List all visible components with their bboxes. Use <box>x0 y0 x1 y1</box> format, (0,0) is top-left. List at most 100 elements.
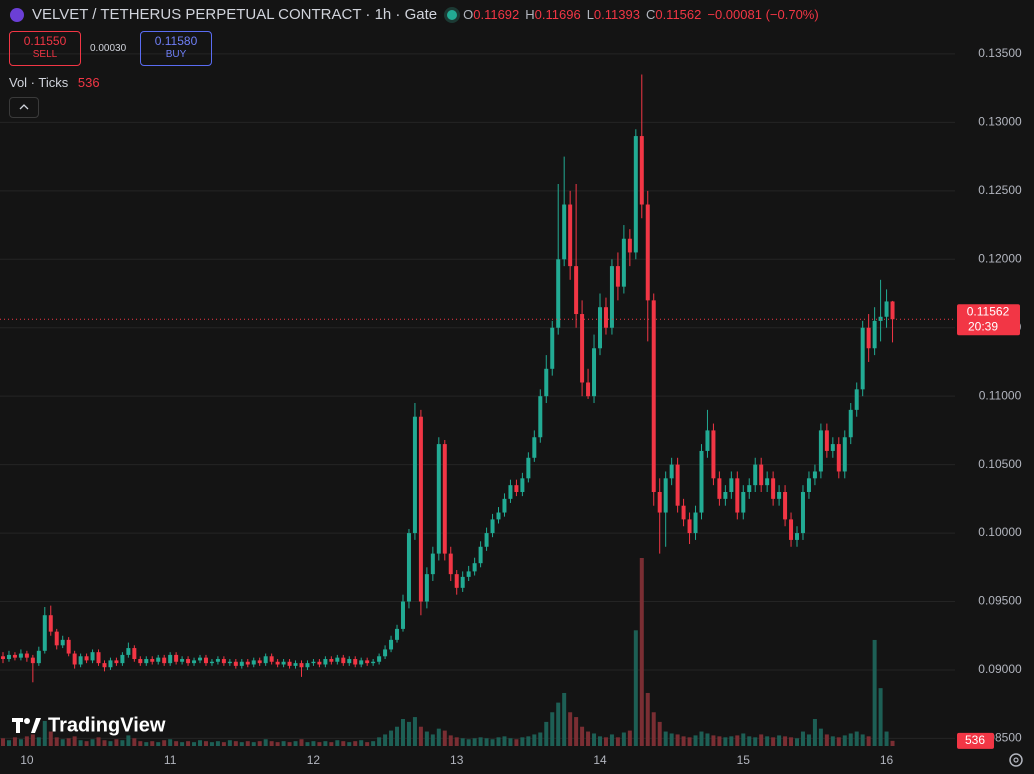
candle-body <box>96 652 101 664</box>
volume-bar <box>860 734 865 746</box>
volume-bar <box>442 730 447 746</box>
volume-bar <box>436 728 441 746</box>
gear-center[interactable] <box>1013 757 1019 763</box>
volume-bar <box>395 726 400 746</box>
watermark: TradingView <box>12 714 166 736</box>
logo-shape <box>16 718 20 733</box>
sell-button[interactable]: 0.11550 SELL <box>9 31 81 66</box>
market-status <box>447 9 458 20</box>
candle-body <box>263 656 268 664</box>
candle-body <box>18 653 23 658</box>
symbol-title: VELVET / TETHERUS PERPETUAL CONTRACT · 1… <box>32 6 438 23</box>
volume-bar <box>550 712 555 746</box>
volume-bar <box>765 736 770 746</box>
volume-bar <box>311 741 316 746</box>
candle-body <box>389 639 394 650</box>
candle-body <box>842 437 847 472</box>
candle-body <box>532 437 537 458</box>
volume-bar <box>6 740 11 746</box>
candle-body <box>36 650 41 664</box>
volume-bar <box>227 740 232 746</box>
candle-body <box>603 307 608 328</box>
candle-body <box>132 648 137 660</box>
chevron[interactable] <box>19 104 29 110</box>
volume-bar <box>830 736 835 746</box>
candle-body <box>215 659 220 662</box>
candle-body <box>198 657 203 661</box>
candle-body <box>586 382 591 397</box>
volume-bar <box>305 742 310 746</box>
candle-body <box>120 654 125 664</box>
x-tick-label: 13 <box>450 753 464 767</box>
x-tick-label: 15 <box>737 753 751 767</box>
volume-bar <box>806 734 811 746</box>
volume-bar <box>1 738 5 746</box>
volume-bar <box>126 735 131 746</box>
candle-body <box>484 533 489 547</box>
buy-price[interactable]: 0.11580 <box>154 34 198 48</box>
volume-bar <box>275 742 280 746</box>
candle-body <box>448 553 453 575</box>
volume-bar <box>818 728 823 746</box>
countdown: 20:39 <box>968 319 998 333</box>
volume-bar <box>890 740 895 746</box>
settings-icon[interactable] <box>1009 753 1023 767</box>
volume-bar <box>353 741 358 746</box>
ohlc-label: C <box>645 7 656 22</box>
sell-label[interactable]: SELL <box>32 49 58 60</box>
volume-bar <box>96 737 101 746</box>
candle-body <box>144 659 149 664</box>
collapse-button[interactable] <box>9 97 39 118</box>
volume-bar <box>430 734 435 746</box>
buy-button[interactable]: 0.11580 BUY <box>140 31 212 66</box>
volume-bar <box>812 719 817 746</box>
gear[interactable] <box>1009 753 1023 767</box>
candle-body <box>341 657 346 664</box>
candle-body <box>765 478 770 486</box>
x-tick-label: 10 <box>20 753 34 767</box>
candle-body <box>209 661 214 664</box>
volume-bar <box>580 726 585 746</box>
candle-body <box>836 444 841 472</box>
volume-bar <box>102 740 107 746</box>
candle-body <box>371 661 376 664</box>
volume-bar <box>496 737 501 746</box>
sell-price[interactable]: 0.11550 <box>23 34 67 48</box>
candle-body <box>812 471 817 479</box>
candle-body <box>233 661 238 666</box>
volume-bar <box>592 733 597 746</box>
volume-bar <box>144 742 149 746</box>
candle-body <box>257 660 262 664</box>
volume-bar <box>836 737 841 746</box>
candle-body <box>872 320 877 349</box>
volume-bar <box>800 731 805 746</box>
candle-body <box>848 409 853 438</box>
buy-label[interactable]: BUY <box>165 49 187 60</box>
candle-body <box>406 533 411 602</box>
spread: 0.00030 <box>90 43 127 54</box>
candle-body <box>711 430 716 479</box>
candle-body <box>520 478 525 493</box>
candle-body <box>347 659 352 664</box>
candle-body <box>699 450 704 513</box>
candle-body <box>442 444 447 554</box>
volume-bar <box>598 736 602 746</box>
candle-body <box>675 464 680 506</box>
candle-body <box>245 661 250 665</box>
candle-body <box>400 601 405 629</box>
volume-bar <box>538 732 543 746</box>
candle-body <box>735 478 740 513</box>
volume-bar <box>544 721 549 746</box>
volume-bar <box>454 737 459 746</box>
collapse-icon[interactable] <box>10 98 38 117</box>
candle-body <box>526 457 531 479</box>
candle-body <box>329 659 334 662</box>
y-tick-label: 0.09000 <box>978 662 1022 676</box>
candle-body <box>538 396 543 438</box>
candle-body <box>42 615 47 651</box>
volume-bar <box>198 740 203 746</box>
last-price-label: 0.11562 <box>967 304 1010 318</box>
candle-body <box>359 660 364 665</box>
volume-bar <box>257 741 262 746</box>
candle-body <box>418 416 423 602</box>
